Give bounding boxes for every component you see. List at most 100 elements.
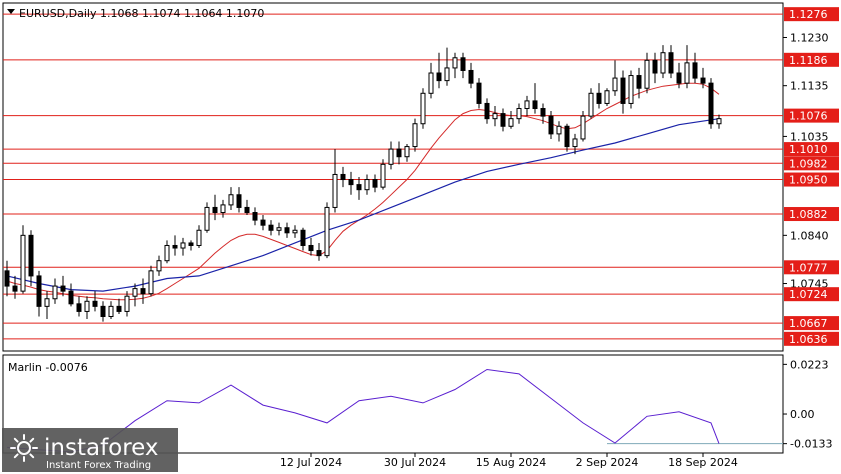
candle-body-down	[700, 77, 706, 84]
level-label-box	[784, 156, 839, 171]
candle-body-up	[580, 115, 586, 140]
logo-tagline: Instant Forex Trading	[46, 460, 151, 471]
candle-body-up	[52, 285, 58, 300]
candle-body-up	[228, 194, 234, 206]
candle-body-up	[196, 229, 202, 246]
level-label-box	[784, 331, 839, 346]
candle-body-down	[28, 234, 34, 277]
level-label: 1.0982	[789, 157, 828, 170]
candle-body-down	[372, 179, 378, 188]
candle-body-up	[20, 234, 26, 292]
time-tick-label: 18 Sep 2024	[668, 456, 738, 469]
price-tick-label: 1.1230	[790, 31, 829, 44]
price-axis: 1.12301.11351.10351.08401.07451.12761.11…	[783, 7, 839, 346]
candle-body-down	[284, 227, 290, 234]
candle-body-up	[380, 163, 386, 188]
candle-body-up	[684, 62, 690, 84]
candle-body-up	[420, 92, 426, 125]
candle-body-down	[100, 305, 106, 318]
indicator-name: Marlin	[8, 361, 42, 374]
level-label-box	[784, 108, 839, 123]
price-tick-label: 1.1035	[790, 130, 829, 143]
candle-body-down	[620, 77, 626, 104]
candle-body-down	[692, 62, 698, 79]
indicator-line	[6, 368, 720, 453]
level-label: 1.1276	[789, 8, 828, 21]
candle-body-down	[92, 300, 98, 307]
indicator-lines: 0.0223 0.00 -0.0133	[6, 358, 832, 453]
candle-body-up	[44, 298, 50, 307]
price-tick-label: 1.0840	[790, 229, 829, 242]
candle-body-up	[164, 244, 170, 262]
candle-body-up	[516, 108, 522, 120]
candle-body-down	[268, 224, 274, 231]
slow-ma-line	[6, 118, 720, 292]
candle-body-down	[636, 75, 642, 89]
horizontal-levels	[3, 13, 783, 340]
candle-body-up	[556, 125, 562, 135]
level-label-box	[784, 7, 839, 22]
indicator-tick-label: 0.0223	[790, 358, 829, 371]
candle-body-up	[148, 270, 154, 295]
level-label: 1.1076	[789, 110, 828, 123]
candle-body-down	[484, 102, 490, 120]
candle-body-down	[140, 288, 146, 295]
candle-body-down	[308, 244, 314, 252]
candle-body-up	[124, 295, 130, 312]
candle-body-up	[588, 92, 594, 117]
time-tick-label: 12 Jul 2024	[280, 456, 342, 469]
sun-icon	[10, 434, 38, 462]
logo-brand: instaforex	[44, 435, 159, 461]
candle-body-down	[436, 72, 442, 82]
candle-body-up	[508, 118, 514, 127]
candle-body-down	[236, 194, 242, 208]
candle-body-up	[220, 204, 226, 214]
level-label-box	[784, 172, 839, 187]
level-label: 1.0724	[789, 288, 828, 301]
instaforex-logo: instaforex Instant Forex Trading	[2, 428, 178, 472]
candle-body-up	[612, 77, 618, 92]
candle-body-down	[76, 303, 82, 312]
candle-body-up	[84, 300, 90, 312]
candle-body-up	[204, 206, 210, 231]
candle-body-down	[116, 305, 122, 312]
level-label-box	[784, 142, 839, 157]
candle-body-down	[460, 57, 466, 71]
price-tick-label: 1.1135	[790, 80, 829, 93]
indicator-tick-label: -0.0133	[790, 438, 832, 451]
candle-body-down	[476, 82, 482, 104]
candle-body-down	[708, 82, 714, 125]
level-label: 1.0636	[789, 333, 828, 346]
candle-body-down	[532, 100, 538, 110]
candle-body-up	[276, 227, 282, 231]
main-pane	[2, 2, 784, 352]
time-tick-label: 30 Jul 2024	[384, 456, 446, 469]
level-label: 1.1010	[789, 143, 828, 156]
candle-body-down	[172, 244, 178, 249]
candle-body-up	[628, 75, 634, 104]
level-label-box	[784, 52, 839, 67]
indicator-label: Marlin -0.0076	[8, 361, 88, 374]
time-axis: 12 Jul 2024 30 Jul 2024 15 Aug 2024 2 Sep 2…	[280, 453, 738, 469]
logo-background	[2, 428, 178, 472]
candle-body-up	[644, 59, 650, 89]
candle-body-up	[660, 52, 666, 74]
candle-body-down	[36, 275, 42, 307]
candle-body-down	[652, 59, 658, 74]
candle-body-down	[340, 173, 346, 181]
level-label: 1.0667	[789, 317, 828, 330]
candle-body-down	[300, 229, 306, 246]
candle-body-up	[292, 229, 298, 234]
candle-body-up	[452, 57, 458, 69]
level-label: 1.0882	[789, 208, 828, 221]
candle-body-up	[492, 113, 498, 120]
candle-body-up	[180, 242, 186, 249]
time-tick-label: 15 Aug 2024	[476, 456, 546, 469]
triangle-down-icon[interactable]	[7, 9, 15, 14]
candle-body-up	[412, 123, 418, 148]
candle-body-down	[596, 92, 602, 104]
candle-body-down	[468, 69, 474, 84]
level-label-box	[784, 207, 839, 222]
candle-body-up	[572, 138, 578, 148]
